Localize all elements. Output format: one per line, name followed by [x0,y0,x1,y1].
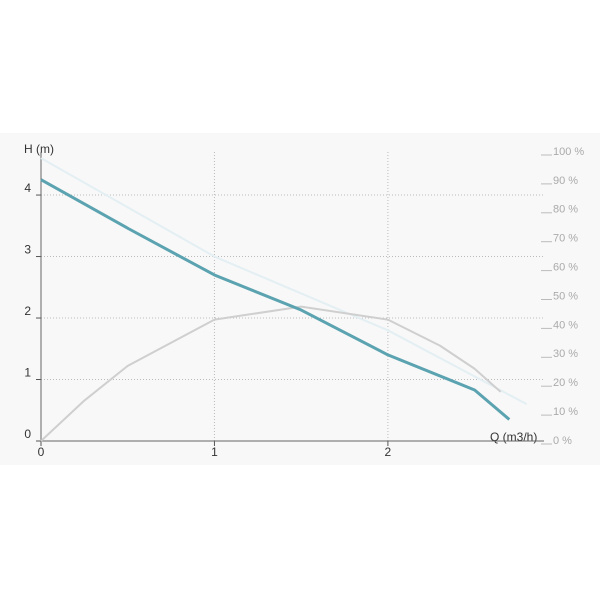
x-tick-label: 0 [38,445,45,459]
y2-tick-label: 10 % [553,406,578,418]
y2-tick-label: 70 % [553,233,578,245]
y-axis-label: H (m) [24,142,54,156]
series-line [40,157,528,405]
x-axis-label: Q (m3/h) [490,430,537,444]
y-tick-label: 1 [24,366,31,380]
y-tick-label: 4 [24,181,31,195]
y2-tick-label: 80 % [553,204,578,216]
x-tick-label: 1 [211,445,218,459]
y2-tick-label: 60 % [553,262,578,274]
y-tick-label: 3 [24,243,31,257]
plot-background [0,133,600,465]
y2-tick-label: 30 % [553,348,578,360]
y-tick-label: 2 [24,304,31,318]
y2-tick-label: 40 % [553,319,578,331]
y2-tick-label: 0 % [553,435,572,447]
series-line [40,178,511,421]
y2-tick-label: 50 % [553,290,578,302]
y2-tick-label: 20 % [553,377,578,389]
y-tick-label: 0 [24,427,31,441]
series-line [40,305,502,442]
x-tick-label: 2 [385,445,392,459]
y2-tick-label: 90 % [553,175,578,187]
y2-tick-label: 100 % [553,146,584,158]
